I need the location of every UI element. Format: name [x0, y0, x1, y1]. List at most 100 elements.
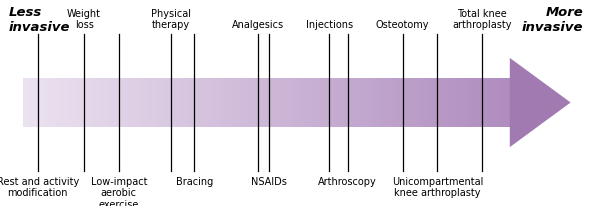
Polygon shape	[150, 79, 151, 127]
Polygon shape	[377, 79, 378, 127]
Polygon shape	[131, 79, 132, 127]
Polygon shape	[327, 79, 328, 127]
Polygon shape	[33, 79, 35, 127]
Polygon shape	[430, 79, 432, 127]
Polygon shape	[408, 79, 409, 127]
Polygon shape	[257, 79, 258, 127]
Polygon shape	[294, 79, 296, 127]
Polygon shape	[28, 79, 30, 127]
Polygon shape	[228, 79, 229, 127]
Polygon shape	[271, 79, 273, 127]
Polygon shape	[421, 79, 422, 127]
Polygon shape	[322, 79, 323, 127]
Polygon shape	[406, 79, 408, 127]
Polygon shape	[375, 79, 377, 127]
Polygon shape	[312, 79, 314, 127]
Polygon shape	[176, 79, 177, 127]
Polygon shape	[43, 79, 44, 127]
Polygon shape	[82, 79, 83, 127]
Polygon shape	[338, 79, 339, 127]
Polygon shape	[40, 79, 41, 127]
Polygon shape	[500, 79, 502, 127]
Polygon shape	[173, 79, 174, 127]
Polygon shape	[414, 79, 415, 127]
Polygon shape	[99, 79, 101, 127]
Polygon shape	[362, 79, 364, 127]
Polygon shape	[485, 79, 487, 127]
Polygon shape	[79, 79, 80, 127]
Polygon shape	[223, 79, 225, 127]
Polygon shape	[456, 79, 458, 127]
Polygon shape	[80, 79, 82, 127]
Polygon shape	[249, 79, 251, 127]
Polygon shape	[189, 79, 190, 127]
Polygon shape	[428, 79, 430, 127]
Polygon shape	[262, 79, 264, 127]
Polygon shape	[213, 79, 215, 127]
Polygon shape	[304, 79, 306, 127]
Polygon shape	[138, 79, 140, 127]
Polygon shape	[478, 79, 479, 127]
Polygon shape	[409, 79, 411, 127]
Polygon shape	[487, 79, 489, 127]
Text: Injections: Injections	[306, 20, 353, 30]
Polygon shape	[349, 79, 351, 127]
Polygon shape	[202, 79, 203, 127]
Polygon shape	[302, 79, 304, 127]
Polygon shape	[179, 79, 181, 127]
Polygon shape	[190, 79, 192, 127]
Polygon shape	[210, 79, 212, 127]
Polygon shape	[208, 79, 210, 127]
Polygon shape	[299, 79, 301, 127]
Polygon shape	[160, 79, 161, 127]
Polygon shape	[401, 79, 402, 127]
Polygon shape	[502, 79, 504, 127]
Text: Analgesics: Analgesics	[232, 20, 284, 30]
Polygon shape	[320, 79, 322, 127]
Polygon shape	[199, 79, 200, 127]
Polygon shape	[281, 79, 282, 127]
Polygon shape	[424, 79, 426, 127]
Text: Bracing: Bracing	[176, 176, 213, 186]
Polygon shape	[332, 79, 333, 127]
Polygon shape	[132, 79, 134, 127]
Polygon shape	[460, 79, 461, 127]
Polygon shape	[369, 79, 371, 127]
Polygon shape	[480, 79, 482, 127]
Polygon shape	[98, 79, 99, 127]
Polygon shape	[51, 79, 53, 127]
Polygon shape	[297, 79, 299, 127]
Polygon shape	[197, 79, 199, 127]
Polygon shape	[163, 79, 164, 127]
Polygon shape	[434, 79, 435, 127]
Polygon shape	[156, 79, 158, 127]
Polygon shape	[461, 79, 463, 127]
Polygon shape	[90, 79, 92, 127]
Polygon shape	[336, 79, 338, 127]
Polygon shape	[155, 79, 156, 127]
Polygon shape	[351, 79, 352, 127]
Polygon shape	[467, 79, 469, 127]
Polygon shape	[479, 79, 480, 127]
Polygon shape	[25, 79, 27, 127]
Polygon shape	[206, 79, 208, 127]
Polygon shape	[124, 79, 125, 127]
Text: Osteotomy: Osteotomy	[376, 20, 430, 30]
Polygon shape	[402, 79, 404, 127]
Text: Arthroscopy: Arthroscopy	[318, 176, 377, 186]
Polygon shape	[30, 79, 31, 127]
Polygon shape	[267, 79, 268, 127]
Polygon shape	[319, 79, 320, 127]
Polygon shape	[472, 79, 474, 127]
Polygon shape	[225, 79, 226, 127]
Polygon shape	[38, 79, 40, 127]
Polygon shape	[471, 79, 472, 127]
Polygon shape	[244, 79, 245, 127]
Polygon shape	[441, 79, 443, 127]
Polygon shape	[145, 79, 147, 127]
Polygon shape	[67, 79, 69, 127]
Polygon shape	[108, 79, 109, 127]
Polygon shape	[151, 79, 153, 127]
Polygon shape	[510, 59, 570, 147]
Text: Total knee
arthroplasty: Total knee arthroplasty	[452, 9, 512, 30]
